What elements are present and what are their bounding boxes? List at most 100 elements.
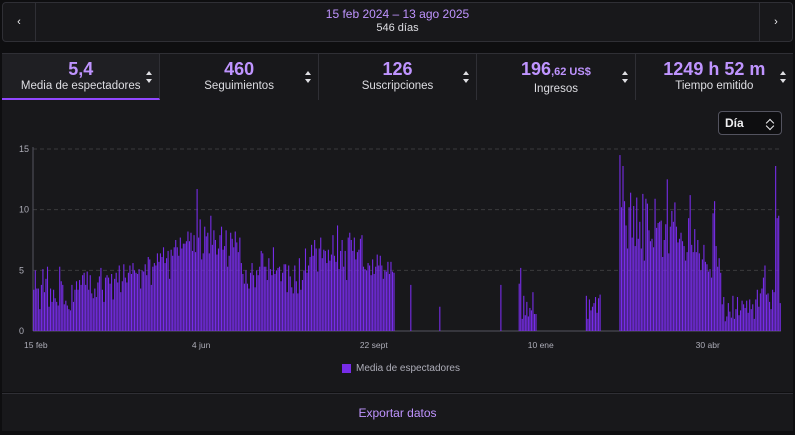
bar <box>222 249 224 331</box>
bar <box>756 289 758 331</box>
bar <box>172 255 174 331</box>
bar <box>703 244 705 331</box>
bar <box>767 293 769 331</box>
bar <box>228 255 230 331</box>
bar <box>288 265 290 331</box>
bar <box>393 272 395 331</box>
bar <box>263 266 265 331</box>
bar <box>95 297 97 331</box>
bar <box>594 297 597 331</box>
tab-time-streamed[interactable]: 1249 h 52 m Tiempo emitido <box>635 54 794 100</box>
bar <box>353 237 355 331</box>
bar <box>63 304 65 331</box>
bar <box>289 276 291 331</box>
bar <box>599 294 601 331</box>
bar <box>704 261 706 331</box>
bar <box>630 192 632 331</box>
bar <box>736 297 739 331</box>
bar <box>75 281 78 331</box>
bar <box>43 292 45 331</box>
bar <box>712 213 714 331</box>
bar <box>176 247 178 331</box>
bar <box>376 254 378 331</box>
bar <box>532 292 534 331</box>
bar <box>535 314 537 331</box>
bar <box>769 301 771 331</box>
tab-revenue[interactable]: 196,62 US$ Ingresos <box>477 54 636 100</box>
bar <box>205 236 207 331</box>
bar <box>74 289 76 331</box>
bar <box>758 306 760 331</box>
bar <box>587 318 589 331</box>
bar <box>260 250 262 331</box>
bar <box>365 270 368 331</box>
bar <box>387 261 389 331</box>
sort-icon <box>621 71 629 83</box>
bar <box>369 265 371 331</box>
bar <box>132 263 134 331</box>
bar <box>362 266 365 331</box>
bar <box>585 295 587 331</box>
tab-follows[interactable]: 460 Seguimientos <box>160 54 319 100</box>
tab-value: 460 <box>224 59 255 79</box>
bar <box>657 223 659 331</box>
bar <box>329 260 331 331</box>
bar <box>521 318 523 331</box>
bar <box>652 247 655 331</box>
bar <box>649 241 652 331</box>
bar <box>338 269 340 331</box>
previous-range-button[interactable]: ‹ <box>3 3 36 41</box>
bar <box>385 271 387 331</box>
bar <box>170 249 172 331</box>
bar <box>204 226 206 331</box>
bar <box>162 247 165 331</box>
bar <box>121 281 123 331</box>
bar <box>307 265 310 331</box>
bar <box>195 252 197 331</box>
bar <box>698 253 700 331</box>
export-data-button[interactable]: Exportar datos <box>358 405 437 420</box>
bar <box>378 265 380 331</box>
bar <box>628 207 630 331</box>
x-tick-label: 30 abr <box>696 340 720 350</box>
chart-panel: 0 5 10 15 15 feb 4 jun 22 sept 10 ene 30 abr Día… <box>2 100 793 392</box>
bar <box>169 278 171 331</box>
bar <box>643 260 645 331</box>
bar <box>759 293 761 331</box>
bar <box>85 284 87 331</box>
bar <box>298 258 300 331</box>
bar <box>691 244 693 331</box>
bar <box>390 261 392 331</box>
bar <box>242 273 244 331</box>
bar <box>627 248 629 331</box>
bar <box>381 265 383 331</box>
tab-label: Ingresos <box>533 83 578 95</box>
bar <box>141 270 143 331</box>
bar <box>524 315 526 331</box>
bar <box>590 310 592 331</box>
bar <box>275 270 278 331</box>
granularity-select[interactable]: Día <box>718 111 782 135</box>
tab-average-viewers[interactable]: 5,4 Media de espectadores <box>2 54 161 100</box>
bar <box>155 265 157 331</box>
bar <box>42 269 44 331</box>
bar <box>45 278 47 331</box>
bar <box>219 235 221 331</box>
chevron-left-icon: ‹ <box>17 16 21 28</box>
bar <box>350 240 352 331</box>
bar <box>663 240 665 331</box>
bar <box>80 284 82 331</box>
bar <box>198 237 200 331</box>
bar <box>333 255 336 331</box>
bar <box>300 289 302 331</box>
bar <box>733 318 735 331</box>
y-tick-label: 15 <box>19 144 29 154</box>
bar <box>56 301 58 331</box>
bar <box>721 304 723 331</box>
bar <box>685 260 687 331</box>
bar <box>39 309 41 331</box>
next-range-button[interactable]: › <box>759 3 792 41</box>
tab-subscriptions[interactable]: 126 Suscripciones <box>318 54 478 100</box>
bar <box>175 240 177 331</box>
bar <box>500 284 502 331</box>
